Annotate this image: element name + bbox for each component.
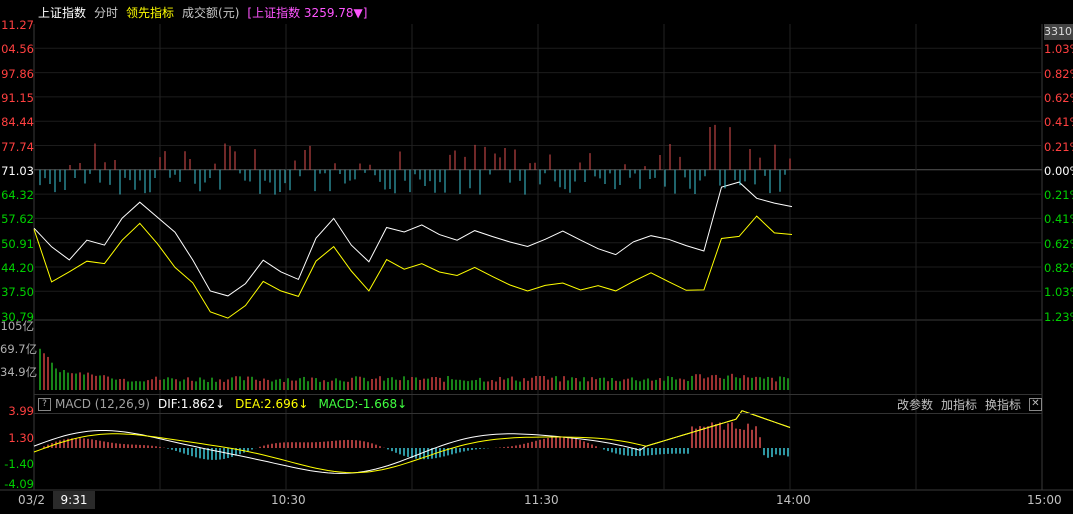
macd-actions: 改参数 加指标 换指标 ✕ [897,395,1042,413]
index-title[interactable]: 上证指数 [38,5,87,20]
time-label-1400: 14:00 [776,493,811,507]
price-axis-label: 50.91 [1,236,34,251]
current-time-label: 9:31 [53,491,95,509]
volume-axis-top: 105亿 [0,319,34,333]
leading-indicator-label[interactable]: 领先指标 [126,5,175,20]
price-axis-label: 44.20 [1,261,34,275]
percent-axis-label: 0.41% [1044,212,1073,227]
volume-axis-low: 34.9亿 [0,365,38,379]
dea-line [33,410,791,474]
percent-axis-label: 0.21% [1044,188,1073,203]
macd-axis-1: 3.99 [8,404,34,418]
time-label-1500: 15:00 [1027,493,1062,507]
price-axis-label: 04.56 [1,42,34,57]
percent-axis-label: 1.03% [1044,285,1073,300]
price-axis-label: 71.03 [1,163,34,178]
chart-header: 上证指数 分时 领先指标 成交额(元) [上证指数 3259.78▼] [0,0,1073,24]
percent-axis-label: 0.21% [1044,139,1073,154]
change-params-button[interactable]: 改参数 [896,397,933,412]
macd-dif: DIF:1.862↓ [157,397,226,411]
price-axis-label: 77.74 [1,139,34,154]
price-axis-label: 57.62 [1,212,34,227]
price-line-2 [33,215,793,319]
macd-label[interactable]: MACD (12,26,9) [55,397,150,411]
macd-dea: DEA:2.696↓ [235,397,309,411]
price-axis-label: 91.15 [1,90,34,105]
percent-axis-label: 1.03% [1044,42,1073,57]
price-line-1 [33,181,793,297]
macd-axis-4: -4.09 [4,477,34,491]
turnover-label[interactable]: 成交额(元) [182,5,240,20]
right-axis-value-box[interactable]: 3310 [1044,24,1073,40]
price-axis-label: 84.44 [1,115,34,130]
switch-indicator-button[interactable]: 换指标 [984,397,1021,412]
percent-axis-label: 0.41% [1044,115,1073,130]
percent-axis-label: 1.23% [1044,309,1073,324]
price-axis-label: 11.27 [1,18,34,32]
price-axis-label: 97.86 [1,66,34,81]
close-icon[interactable]: ✕ [1029,397,1042,411]
help-icon[interactable]: ? [38,397,51,411]
percent-axis-label: 0.62% [1044,90,1073,105]
time-label-1030: 10:30 [271,493,306,507]
percent-axis-label: 0.82% [1044,66,1073,81]
index-quote: [上证指数 3259.78▼] [247,5,368,20]
price-axis-label: 30.79 [1,309,34,324]
date-label: 03/2 [18,493,45,507]
price-axis-label: 64.32 [1,188,34,203]
percent-axis-label: 0.00% [1044,163,1073,178]
percent-axis-label: 0.82% [1044,261,1073,275]
add-indicator-button[interactable]: 加指标 [940,397,977,412]
percent-axis-label: 0.62% [1044,236,1073,251]
macd-value: MACD:-1.668↓ [318,397,408,411]
volume-axis-mid: 69.7亿 [0,342,38,356]
price-axis-label: 37.50 [1,285,34,300]
macd-axis-2: 1.30 [8,431,34,445]
time-label-1130: 11:30 [524,493,559,507]
macd-toolbar: ? MACD (12,26,9) DIF:1.862↓ DEA:2.696↓ M… [34,394,1042,414]
tab-fenshi[interactable]: 分时 [94,5,119,20]
macd-axis-3: -1.40 [4,457,34,471]
